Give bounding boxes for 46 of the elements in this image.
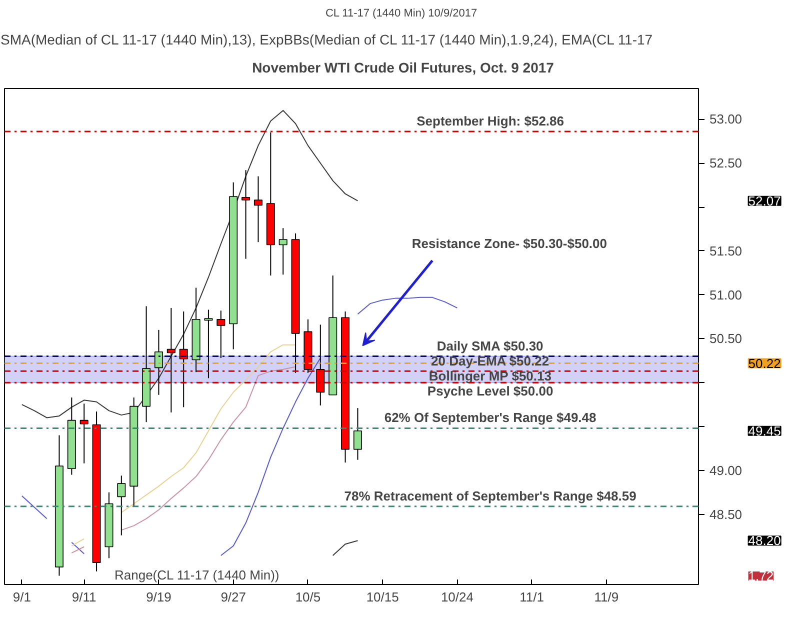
x-tick-label: 10/5	[295, 590, 321, 604]
annotation: Resistance Zone- $50.30-$50.00	[412, 236, 608, 251]
annotation: Range(CL 11-17 (1440 Min))	[114, 568, 280, 582]
candlestick	[117, 475, 126, 536]
candlestick	[166, 307, 176, 413]
y-tick-label: 52.50	[710, 156, 742, 171]
ref-line-label: Bollinger MP $50.13	[428, 368, 552, 384]
x-tick-label: 11/9	[594, 590, 619, 604]
y-tick-label: 51.00	[710, 287, 742, 302]
x-tick-label: 9/11	[72, 590, 96, 604]
y-tick-label: 48.50	[710, 506, 742, 522]
candlestick	[278, 228, 288, 276]
text: 49.45	[748, 423, 781, 438]
ref-line-label: Psyche Level $50.00	[427, 383, 554, 398]
candlestick	[254, 176, 262, 243]
ref-line-label: 62% Of September's Range $49.48	[384, 410, 596, 426]
y-tick-label: 49.00	[710, 462, 742, 478]
candlestick	[204, 309, 213, 379]
x-tick-label: 11/1	[520, 590, 544, 604]
x-tick-label: 10/24	[440, 590, 474, 604]
candlestick	[179, 310, 188, 408]
x-tick-label: 9/1	[12, 590, 31, 604]
candlestick	[216, 310, 226, 359]
y-tick-label: 51.50	[710, 243, 742, 258]
candlestick	[80, 403, 88, 464]
ref-line-label: 20 Day-EMA $50.22	[431, 353, 550, 368]
candlestick	[242, 170, 250, 260]
text: SMA(Median of CL 11-17 (1440 Min),13), ExpBBs(Median of CL 11-17 (1440 Min),1.9,24), EMA(CL 11-17	[0, 32, 653, 48]
text: 52.07	[748, 193, 781, 208]
text: 50.22	[748, 356, 781, 371]
x-tick-label: 10/15	[366, 590, 399, 604]
y-tick-label: 53.00	[710, 112, 742, 127]
x-tick-label: 9/19	[146, 590, 172, 604]
y-tick-label: 50.50	[710, 331, 742, 346]
text: 1.72	[748, 568, 774, 584]
candlestick	[316, 324, 325, 406]
x-tick-label: 9/27	[220, 590, 246, 604]
ref-line-label: Daily SMA $50.30	[436, 338, 544, 354]
candlestick	[154, 329, 163, 396]
ref-line-label: September High: $52.86	[416, 114, 564, 129]
text: 48.20	[748, 533, 781, 548]
chart-title: November WTI Crude Oil Futures, Oct. 9 2017	[252, 60, 554, 76]
chart-subtitle: CL 11-17 (1440 Min) 10/9/2017	[325, 8, 478, 20]
line-series	[21, 110, 358, 418]
ref-line-label: 78% Retracement of September's Range $48.59	[344, 488, 636, 504]
candlestick	[353, 408, 362, 460]
